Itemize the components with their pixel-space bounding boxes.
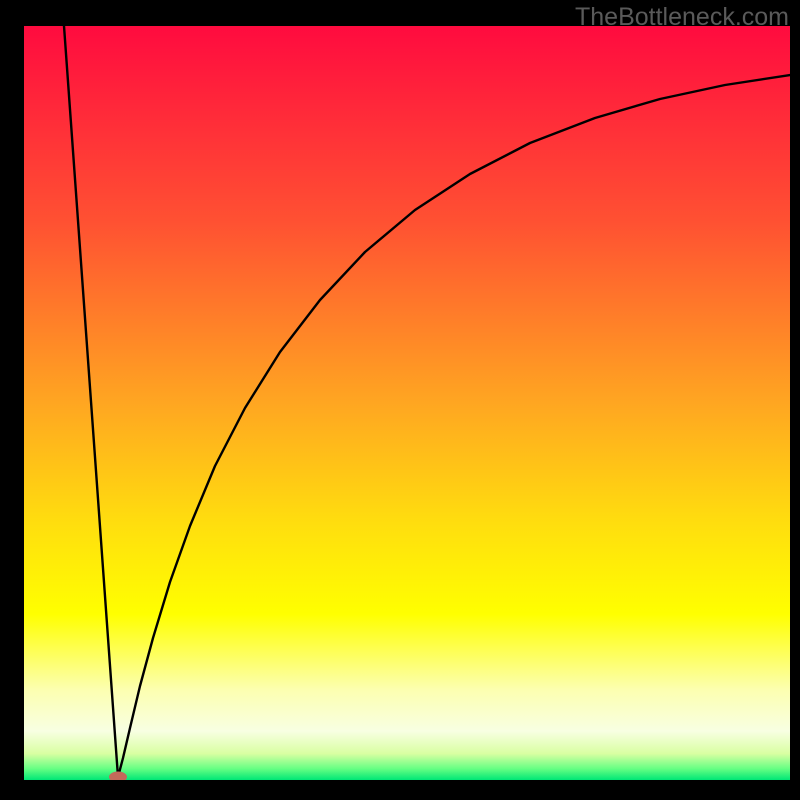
chart-svg xyxy=(0,0,800,800)
watermark-text: TheBottleneck.com xyxy=(575,3,789,32)
chart-canvas: TheBottleneck.com xyxy=(0,0,800,800)
